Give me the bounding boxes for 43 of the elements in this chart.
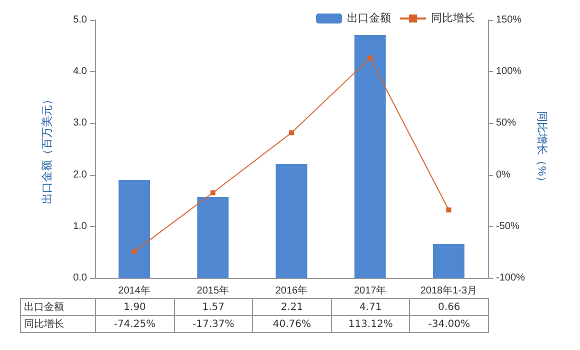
- data-label: 1.90: [96, 298, 174, 316]
- data-label: -74.25%: [96, 316, 174, 332]
- text: 出口金额: [24, 302, 64, 313]
- point: [446, 207, 452, 212]
- bar: [354, 34, 386, 278]
- data-label: 1.57: [174, 298, 253, 316]
- bar: [276, 164, 308, 278]
- point: [210, 190, 216, 196]
- y2-tick-label: 50%: [496, 118, 516, 129]
- x-tick-label: 2016年: [275, 284, 308, 296]
- x-tick-label: 2017年: [354, 284, 386, 296]
- y-tick-label: 3.0: [73, 118, 88, 129]
- x-tick-label: 2015年: [196, 284, 230, 296]
- legend-label: 出口金额: [347, 12, 391, 24]
- data-label: 0.66: [410, 298, 488, 316]
- y2-axis-title: 同比增长（%）: [535, 111, 548, 187]
- bar: [432, 244, 464, 278]
- data-label: 4.71: [331, 298, 410, 316]
- y2-tick-label: 0%: [496, 169, 511, 180]
- data-label: 113.12%: [331, 316, 410, 332]
- data-label: -17.37%: [174, 316, 253, 332]
- y-tick-label: 2.0: [73, 169, 88, 180]
- y-tick-label: 5.0: [73, 14, 88, 26]
- y-tick-label: 0.0: [73, 272, 88, 284]
- y-tick-label: 1.0: [73, 220, 88, 232]
- bar: [197, 196, 229, 278]
- x-tick-label: 2018年1-3月: [420, 284, 478, 296]
- y2-tick-label: -50%: [496, 220, 520, 232]
- y2-tick-label: -100%: [496, 272, 526, 284]
- y2-tick-label: 150%: [496, 14, 522, 26]
- point: [289, 130, 294, 136]
- bar: [118, 180, 150, 278]
- point: [132, 248, 137, 254]
- data-label: -34.00%: [410, 316, 488, 332]
- y2-tick-label: 100%: [496, 66, 522, 78]
- text: 同比增长: [24, 319, 64, 330]
- y-tick-label: 4.0: [73, 66, 88, 78]
- legend-label: 同比增长: [431, 12, 475, 24]
- data-label: 40.76%: [252, 316, 332, 332]
- y-axis-title: 出口金额（百万美元）: [40, 94, 54, 204]
- data-label: 2.21: [252, 298, 332, 316]
- point: [368, 56, 373, 61]
- x-tick-label: 2014年: [118, 284, 150, 296]
